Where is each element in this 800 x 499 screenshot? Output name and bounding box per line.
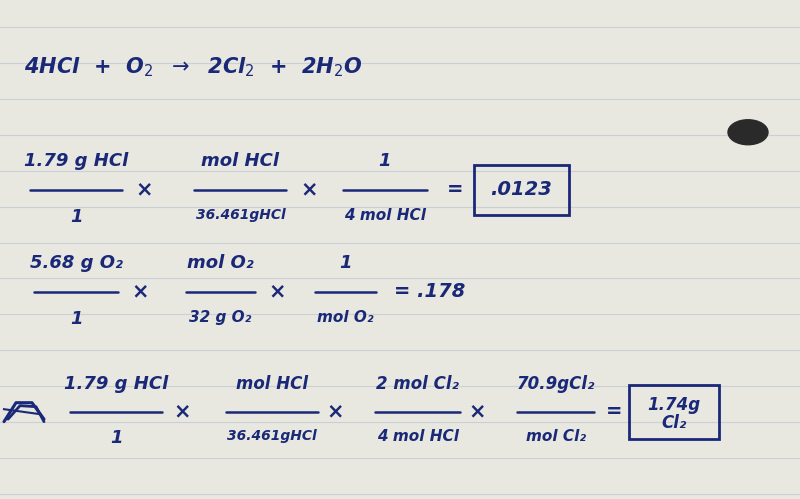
Text: 1.74g: 1.74g <box>647 396 700 414</box>
Text: = .178: = .178 <box>394 282 466 301</box>
Text: 1: 1 <box>70 208 82 226</box>
Text: ×: × <box>326 402 344 422</box>
Text: ×: × <box>136 180 153 200</box>
Text: 4 mol HCl: 4 mol HCl <box>377 429 458 444</box>
Text: 4 mol HCl: 4 mol HCl <box>344 208 426 223</box>
Text: 1.79 g HCl: 1.79 g HCl <box>64 375 168 393</box>
Text: ×: × <box>469 402 486 422</box>
Text: .0123: .0123 <box>490 180 552 199</box>
Text: 1: 1 <box>378 152 391 170</box>
Text: 36.461gHCl: 36.461gHCl <box>195 208 286 222</box>
Text: Cl₂: Cl₂ <box>661 414 686 432</box>
Text: 1: 1 <box>110 429 122 447</box>
Text: ×: × <box>174 402 190 422</box>
Circle shape <box>728 120 768 145</box>
Text: mol HCl: mol HCl <box>235 375 308 393</box>
Text: =: = <box>447 180 463 199</box>
Text: mol O₂: mol O₂ <box>187 254 254 272</box>
Text: mol O₂: mol O₂ <box>318 310 374 325</box>
Text: ×: × <box>300 180 318 200</box>
Text: 5.68 g O₂: 5.68 g O₂ <box>30 254 122 272</box>
Text: 1: 1 <box>70 310 82 328</box>
Text: =: = <box>606 402 622 421</box>
Text: 1: 1 <box>339 254 352 272</box>
Text: 2 mol Cl₂: 2 mol Cl₂ <box>376 375 459 393</box>
Text: 1.79 g HCl: 1.79 g HCl <box>24 152 128 170</box>
Text: ×: × <box>269 282 286 302</box>
Text: ×: × <box>132 282 150 302</box>
Text: 32 g O₂: 32 g O₂ <box>190 310 252 325</box>
Text: 4HCl  +  O$_2$  $\rightarrow$  2Cl$_2$  +  2H$_2$O: 4HCl + O$_2$ $\rightarrow$ 2Cl$_2$ + 2H$… <box>24 55 362 79</box>
Text: 70.9gCl₂: 70.9gCl₂ <box>517 375 595 393</box>
Text: mol Cl₂: mol Cl₂ <box>526 429 586 444</box>
Text: 36.461gHCl: 36.461gHCl <box>226 429 317 443</box>
Text: mol HCl: mol HCl <box>202 152 279 170</box>
